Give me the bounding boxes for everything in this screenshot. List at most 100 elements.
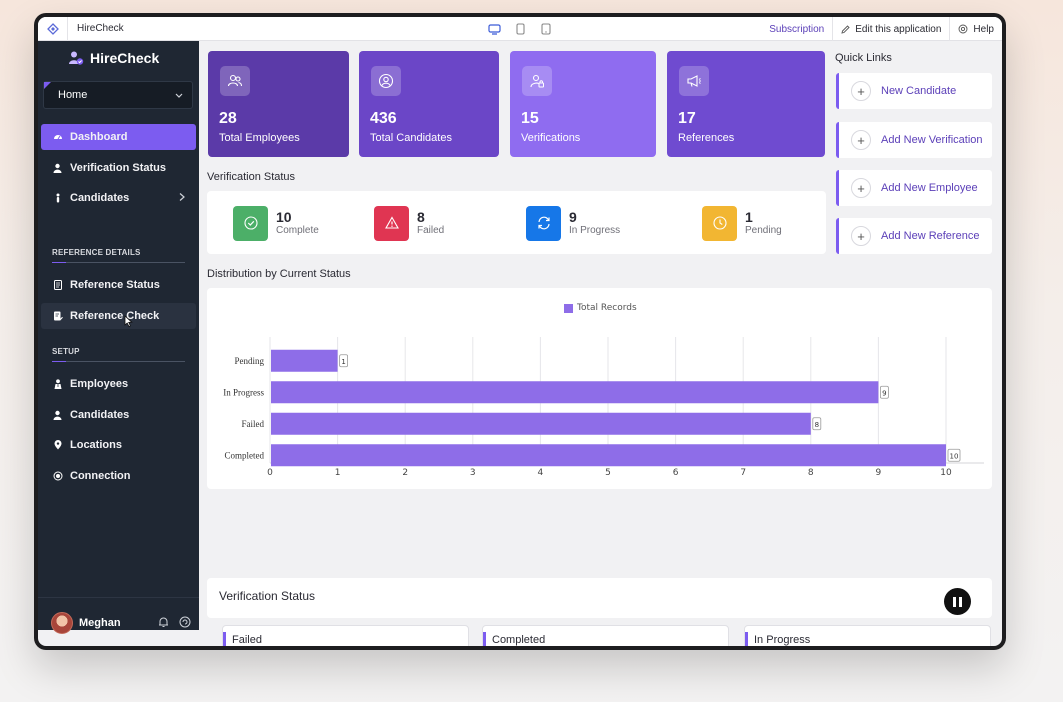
add-new-employee-button[interactable]: + Add New Employee (836, 170, 992, 206)
help-button[interactable]: Help (949, 17, 1002, 41)
status-complete[interactable]: 10 Complete (233, 205, 319, 241)
data-label-box (947, 448, 961, 462)
sidebar-item-reference-check[interactable]: Reference Check (41, 303, 196, 329)
status-count: 1 (745, 208, 753, 225)
sidebar-item-label: Employees (70, 378, 129, 390)
x-tick-label: 7 (740, 468, 746, 478)
builder-logo-icon[interactable] (38, 17, 68, 41)
y-tick-label: Completed (225, 450, 265, 460)
employee-icon (54, 379, 62, 389)
x-tick-label: 2 (402, 468, 408, 478)
top-bar: HireCheck Subscription Edit this applica… (38, 17, 1002, 41)
add-new-reference-button[interactable]: + Add New Reference (836, 218, 992, 254)
status-card-label: Completed (492, 634, 546, 646)
status-card-completed[interactable]: Completed (482, 625, 729, 646)
x-tick-label: 4 (538, 468, 544, 478)
quick-link-label: New Candidate (881, 85, 957, 97)
document-icon (54, 280, 62, 290)
employees-icon (220, 66, 250, 96)
y-tick-label: Failed (242, 419, 265, 429)
home-select-value: Home (58, 89, 88, 101)
desktop-view-icon[interactable] (486, 21, 502, 37)
help-label: Help (973, 23, 994, 35)
sidebar-item-candidates[interactable]: Candidates (41, 185, 196, 211)
location-icon (54, 440, 62, 450)
pause-button[interactable] (944, 588, 971, 615)
data-label: 10 (950, 452, 959, 460)
verification-status-title: Verification Status (207, 171, 296, 183)
home-select[interactable]: Home (43, 81, 193, 109)
x-tick-label: 5 (605, 468, 611, 478)
stat-value: 28 (219, 110, 237, 127)
check-circle-icon (233, 205, 268, 241)
avatar[interactable] (51, 612, 73, 634)
sidebar-item-dashboard[interactable]: Dashboard (41, 124, 196, 150)
data-label: 8 (815, 421, 819, 429)
stat-card-references[interactable]: 17 References (667, 51, 825, 157)
chevron-down-icon (175, 93, 183, 98)
sidebar-item-connection[interactable]: Connection (41, 463, 196, 489)
status-in-progress[interactable]: 9 In Progress (526, 205, 620, 241)
sidebar-item-label: Candidates (70, 192, 130, 204)
legend-swatch (564, 303, 573, 313)
verification-status-bottom-panel: Verification Status (207, 578, 992, 618)
sidebar-item-label: Dashboard (70, 131, 128, 143)
settings-icon[interactable] (179, 616, 191, 628)
chart-legend[interactable]: Total Records (564, 303, 637, 313)
bar (271, 412, 811, 435)
data-label: 1 (341, 358, 345, 366)
add-new-verification-button[interactable]: + Add New Verification (836, 122, 992, 158)
connection-icon (53, 471, 63, 481)
sidebar-item-setup-candidates[interactable]: Candidates (41, 402, 196, 428)
quick-link-label: Add New Employee (881, 182, 978, 194)
dashboard-icon (54, 135, 62, 140)
section-divider (52, 262, 185, 263)
status-card-in-progress[interactable]: In Progress (744, 625, 991, 646)
legend-label: Total Records (577, 303, 637, 313)
bar (271, 444, 946, 467)
stat-card-employees[interactable]: 28 Total Employees (208, 51, 349, 157)
y-tick-label: Pending (234, 356, 264, 366)
plus-icon: + (851, 226, 871, 246)
brand-logo-icon (69, 51, 84, 65)
mobile-view-icon[interactable] (538, 21, 554, 37)
brand-name: HireCheck (90, 50, 160, 66)
status-label: Complete (276, 224, 319, 236)
x-tick-label: 1 (335, 468, 341, 478)
stat-card-verifications[interactable]: 15 Verifications (510, 51, 656, 157)
new-candidate-button[interactable]: + New Candidate (836, 73, 992, 109)
sidebar-item-employees[interactable]: Employees (41, 371, 196, 397)
verification-status-panel: 10 Complete 8 Failed 9 In Progress 1 Pending (207, 191, 826, 254)
status-count: 8 (417, 208, 425, 225)
sidebar-item-label: Reference Check (70, 310, 160, 322)
data-label: 9 (882, 389, 886, 397)
status-pending[interactable]: 1 Pending (702, 205, 782, 241)
user-profile[interactable]: Meghan (51, 611, 191, 635)
sidebar-item-label: Locations (70, 439, 122, 451)
person-icon (56, 193, 60, 203)
plus-icon: + (851, 81, 871, 101)
section-divider (52, 361, 185, 362)
status-failed[interactable]: 8 Failed (374, 205, 445, 241)
subscription-link[interactable]: Subscription (769, 23, 825, 35)
sidebar-item-locations[interactable]: Locations (41, 432, 196, 458)
stat-card-candidates[interactable]: 436 Total Candidates (359, 51, 499, 157)
sidebar-item-reference-status[interactable]: Reference Status (41, 272, 196, 298)
status-card-failed[interactable]: Failed (222, 625, 469, 646)
status-card-label: In Progress (754, 634, 811, 646)
edit-application-label: Edit this application (855, 23, 942, 35)
plus-icon: + (851, 178, 871, 198)
y-tick-label: In Progress (223, 387, 264, 397)
edit-application-button[interactable]: Edit this application (832, 17, 949, 41)
quick-links-title: Quick Links (835, 52, 892, 64)
person-icon (53, 410, 62, 420)
status-label: Failed (417, 224, 445, 236)
distribution-title: Distribution by Current Status (207, 268, 351, 280)
tablet-view-icon[interactable] (512, 21, 528, 37)
chevron-right-icon (179, 193, 185, 201)
app-screen: HireCheck Subscription Edit this applica… (38, 17, 1002, 646)
data-label-box (880, 385, 889, 399)
bell-icon[interactable] (158, 616, 169, 628)
sidebar-item-verification-status[interactable]: Verification Status (41, 155, 196, 181)
sidebar-item-label: Reference Status (70, 279, 160, 291)
